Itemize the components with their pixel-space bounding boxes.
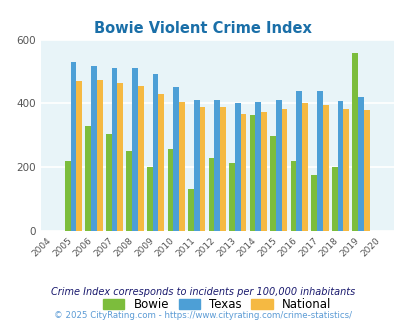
Bar [228,163,234,231]
Bar [296,91,301,231]
Text: Bowie Violent Crime Index: Bowie Violent Crime Index [94,21,311,36]
Bar [85,126,91,231]
Bar [352,53,357,231]
Bar [290,161,296,231]
Bar [363,110,369,231]
Bar [214,100,220,231]
Bar [188,189,193,231]
Bar [275,100,281,231]
Bar [106,134,111,231]
Bar [152,74,158,231]
Legend: Bowie, Texas, National: Bowie, Texas, National [99,294,334,314]
Bar [260,112,266,231]
Bar [158,94,164,231]
Bar [199,107,205,231]
Bar [240,114,246,231]
Bar [343,110,348,231]
Bar [193,100,199,231]
Bar [357,97,363,231]
Bar [220,107,225,231]
Bar [70,62,76,231]
Bar [234,103,240,231]
Bar [337,101,343,231]
Bar [270,136,275,231]
Bar [147,167,152,231]
Bar [173,87,179,231]
Bar [132,68,138,231]
Bar [167,149,173,231]
Bar [301,103,307,231]
Bar [316,91,322,231]
Bar [331,167,337,231]
Bar [97,80,102,231]
Bar [311,175,316,231]
Bar [208,158,214,231]
Bar [65,161,70,231]
Bar [322,105,328,231]
Bar [117,82,123,231]
Bar [255,102,260,231]
Bar [249,115,255,231]
Bar [126,151,132,231]
Bar [91,66,97,231]
Bar [111,68,117,231]
Bar [138,86,143,231]
Bar [179,102,184,231]
Text: Crime Index corresponds to incidents per 100,000 inhabitants: Crime Index corresponds to incidents per… [51,287,354,297]
Bar [76,82,82,231]
Bar [281,109,287,231]
Text: © 2025 CityRating.com - https://www.cityrating.com/crime-statistics/: © 2025 CityRating.com - https://www.city… [54,311,351,320]
